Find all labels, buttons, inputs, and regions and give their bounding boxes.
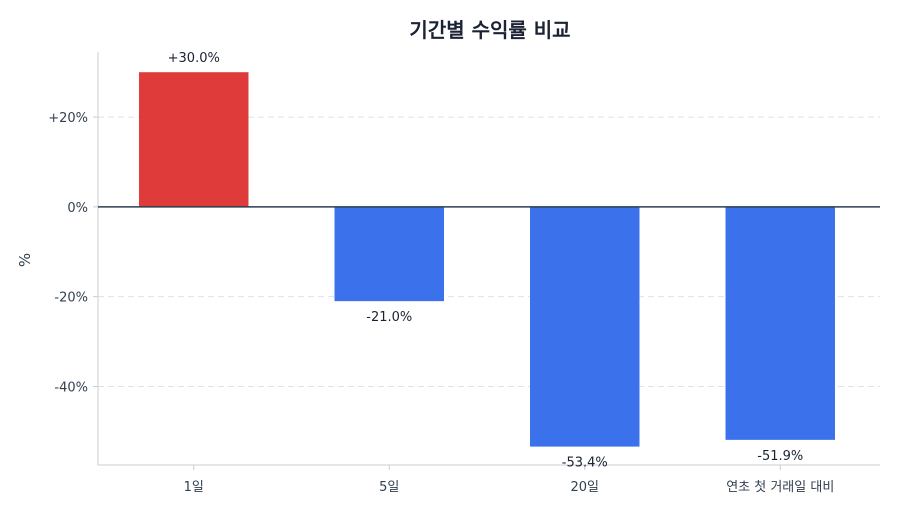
x-tick-label: 5일 [379, 480, 399, 495]
data-label: -53.4% [562, 456, 608, 471]
data-label: -21.0% [366, 310, 412, 325]
y-tick-label: -20% [54, 291, 88, 306]
data-labels: +30.0% -21.0% -53.4% -51.9% [168, 51, 804, 470]
bar [139, 72, 249, 207]
data-label: +30.0% [168, 51, 220, 66]
x-tick-label: 20일 [570, 480, 599, 495]
y-axis-label: % [16, 253, 34, 267]
x-tick-label: 1일 [184, 480, 204, 495]
y-tick-label: -40% [54, 380, 88, 395]
bars [139, 72, 835, 447]
bar [334, 206, 444, 302]
data-label: -51.9% [757, 449, 803, 464]
y-tick-label: 0% [67, 201, 88, 216]
bar [725, 206, 835, 440]
x-tick-label: 연초 첫 거래일 대비 [726, 480, 834, 495]
axes: +20% 0% -20% -40% 1일 5일 20일 연초 첫 거래일 대비 [48, 52, 880, 495]
bar [530, 206, 640, 447]
y-tick-label: +20% [48, 111, 88, 126]
chart-title: 기간별 수익률 비교 [409, 18, 570, 42]
